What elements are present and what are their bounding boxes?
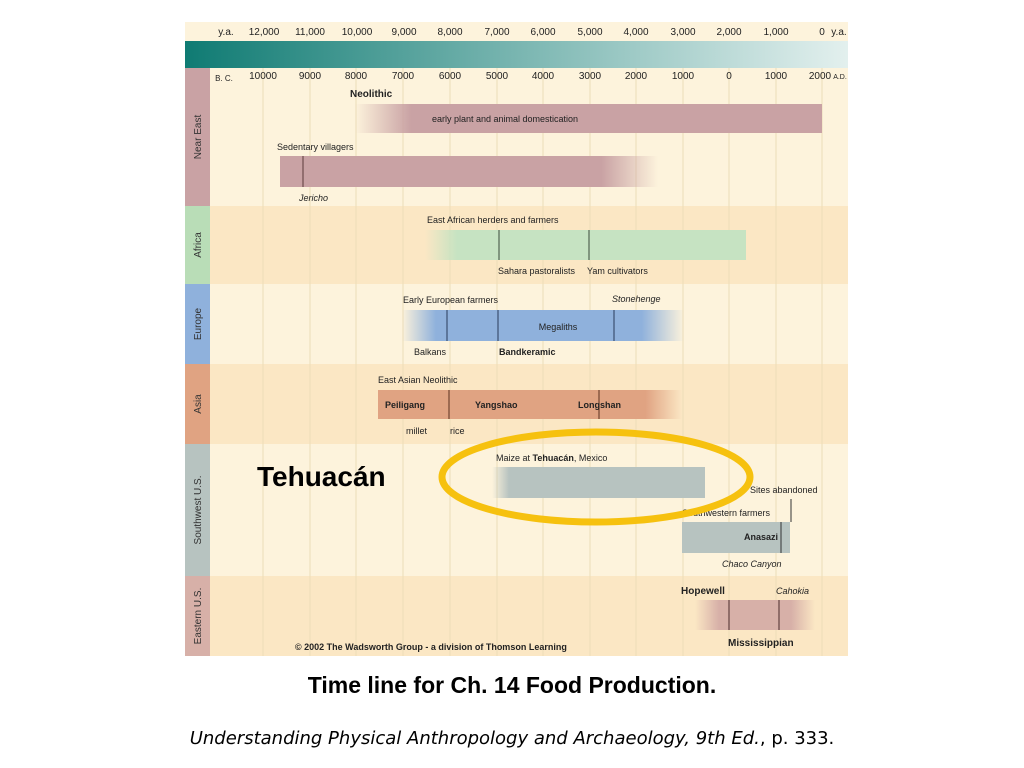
bc-tick: 5000	[486, 71, 509, 82]
region-tabs: Near East Africa Europe Asia Southwest U…	[185, 68, 210, 656]
peiligang-label: Peiligang	[385, 400, 425, 410]
sedentary-bar	[280, 156, 658, 187]
tab-near-east	[185, 68, 210, 206]
maize-label: Maize at Tehuacán, Mexico	[496, 453, 607, 463]
ya-tick: 7,000	[484, 27, 509, 38]
neolithic-label: Neolithic	[350, 89, 393, 100]
southwest-events: Maize at Tehuacán, Mexico Sites abandone…	[492, 453, 818, 569]
africa-events: East African herders and farmers Sahara …	[425, 215, 746, 276]
domestication-bar	[355, 104, 822, 133]
cahokia-label: Cahokia	[776, 586, 809, 596]
bc-tick: 10000	[249, 71, 277, 82]
source-page: , p. 333.	[759, 728, 835, 749]
caption-source: Understanding Physical Anthropology and …	[0, 728, 1024, 749]
ya-tick: 10,000	[342, 27, 373, 38]
mississippian-label: Mississippian	[728, 638, 794, 649]
yam-label: Yam cultivators	[587, 266, 648, 276]
bc-tick: 3000	[579, 71, 602, 82]
near-east-events: Neolithic early plant and animal domesti…	[277, 89, 822, 203]
region-label: Asia	[193, 394, 204, 414]
southwestern-farmers-label: Southwestern farmers	[682, 508, 771, 518]
tab-asia	[185, 364, 210, 444]
megaliths-label: Megaliths	[539, 322, 578, 332]
europe-events: Early European farmers Stonehenge Megali…	[402, 294, 684, 357]
balkans-label: Balkans	[414, 347, 447, 357]
tehuacan-callout: Tehuacán	[257, 461, 386, 492]
east-african-bar	[425, 230, 746, 260]
bc-tick: 1000	[672, 71, 695, 82]
source-book-title: Understanding Physical Anthropology and …	[189, 728, 760, 749]
ya-tick: 2,000	[716, 27, 741, 38]
bandkeramic-label: Bandkeramic	[499, 347, 556, 357]
highlight-ring	[438, 428, 754, 526]
region-label: Near East	[193, 115, 204, 160]
ya-tick: 1,000	[763, 27, 788, 38]
ya-tick: 12,000	[249, 27, 280, 38]
sites-abandoned-label: Sites abandoned	[750, 485, 818, 495]
bc-tick: 7000	[392, 71, 415, 82]
bc-ad-scale: B. C. 10000 9000 8000 7000 6000 5000 400…	[215, 71, 847, 83]
ad-label: A.D.	[833, 74, 847, 81]
east-asian-label: East Asian Neolithic	[378, 375, 458, 385]
bc-tick: 2000	[625, 71, 648, 82]
ya-tick: 0	[819, 27, 825, 38]
bc-tick: 6000	[439, 71, 462, 82]
early-european-label: Early European farmers	[403, 295, 499, 305]
sahara-label: Sahara pastoralists	[498, 266, 576, 276]
copyright-notice: © 2002 The Wadsworth Group - a division …	[295, 642, 567, 652]
maize-bar	[492, 467, 705, 498]
europe-bar	[402, 310, 684, 341]
bc-label: B. C.	[215, 74, 233, 83]
rice-label: rice	[450, 426, 465, 436]
bc-tick: 9000	[299, 71, 322, 82]
region-label: Europe	[193, 307, 204, 340]
ya-tick: 4,000	[623, 27, 648, 38]
anasazi-bar	[682, 522, 790, 553]
ya-tick: 6,000	[530, 27, 555, 38]
chaco-label: Chaco Canyon	[722, 559, 782, 569]
timeline-chart: y.a. 12,000 11,000 10,000 9,000 8,000 7,…	[185, 22, 848, 656]
asia-bar	[378, 390, 682, 419]
bc-tick: 8000	[345, 71, 368, 82]
hopewell-label: Hopewell	[681, 586, 725, 597]
anasazi-label: Anasazi	[744, 532, 778, 542]
yangshao-label: Yangshao	[475, 400, 518, 410]
ya-tick: 3,000	[670, 27, 695, 38]
ya-tick: 9,000	[391, 27, 416, 38]
tab-southwest	[185, 444, 210, 576]
millet-label: millet	[406, 426, 428, 436]
ya-end-label: y.a.	[831, 27, 846, 38]
stonehenge-label: Stonehenge	[612, 294, 661, 304]
eastern-bar	[695, 600, 815, 630]
caption-title: Time line for Ch. 14 Food Production.	[307, 672, 717, 698]
bc-tick: 1000	[765, 71, 788, 82]
east-african-label: East African herders and farmers	[427, 215, 559, 225]
ya-label: y.a.	[218, 27, 233, 38]
tab-europe	[185, 284, 210, 364]
longshan-label: Longshan	[578, 400, 621, 410]
asia-events: East Asian Neolithic Peiligang Yangshao …	[378, 375, 682, 436]
tab-eastern	[185, 576, 210, 656]
bc-tick: 0	[726, 71, 732, 82]
eastern-events: Hopewell Cahokia Mississippian	[681, 586, 815, 649]
years-ago-bar	[185, 41, 848, 68]
region-label: Africa	[193, 232, 204, 258]
region-label: Southwest U.S.	[193, 476, 204, 545]
sedentary-label: Sedentary villagers	[277, 142, 354, 152]
ya-tick: 5,000	[577, 27, 602, 38]
ya-tick: 8,000	[437, 27, 462, 38]
jericho-label: Jericho	[298, 193, 328, 203]
years-ago-scale: y.a. 12,000 11,000 10,000 9,000 8,000 7,…	[218, 27, 846, 38]
region-label: Eastern U.S.	[193, 588, 204, 645]
bc-tick: 4000	[532, 71, 555, 82]
tab-africa	[185, 206, 210, 284]
bc-tick: 2000	[809, 71, 832, 82]
ya-tick: 11,000	[295, 27, 325, 38]
domestication-label: early plant and animal domestication	[432, 114, 578, 124]
